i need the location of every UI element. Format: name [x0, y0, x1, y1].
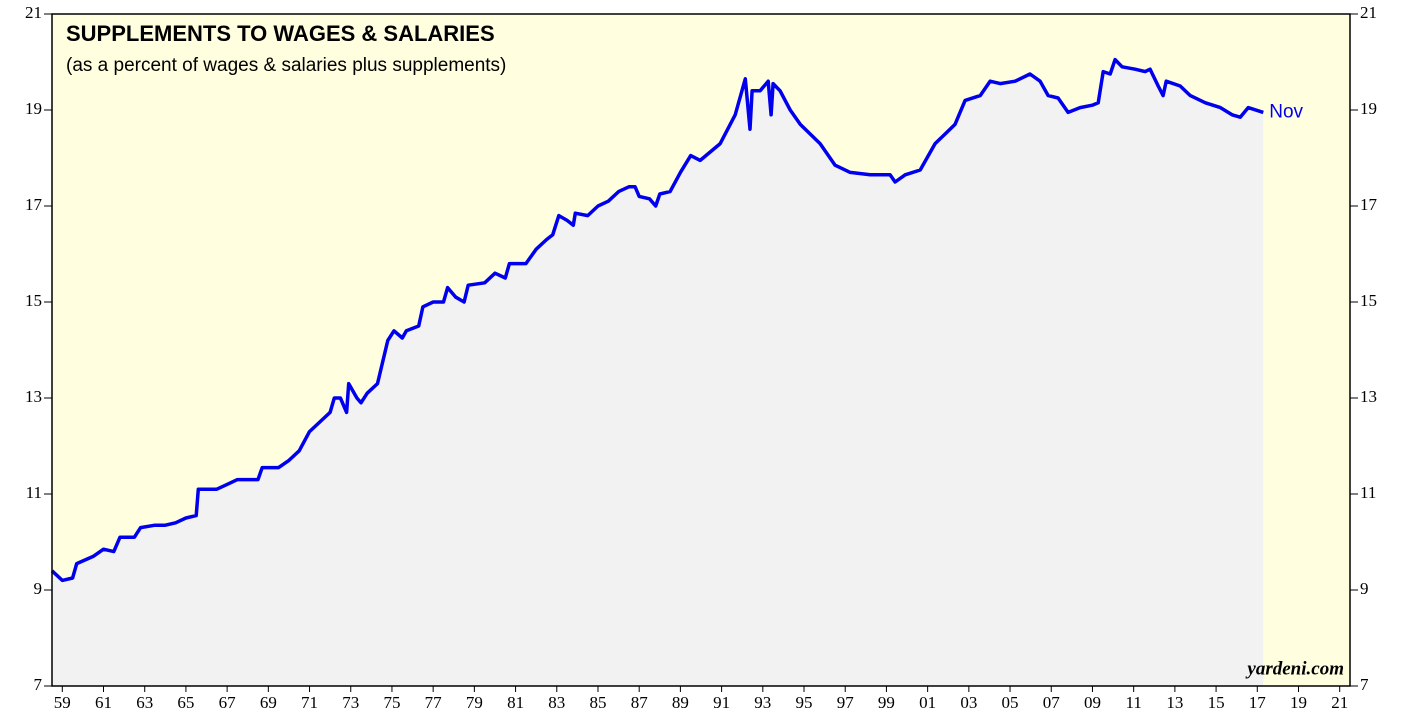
- x-tick-label: 13: [1166, 693, 1183, 712]
- y2-tick-label: 21: [1360, 3, 1377, 22]
- x-tick-label: 69: [260, 693, 277, 712]
- x-tick-label: 59: [54, 693, 71, 712]
- area-fill: [52, 59, 1264, 687]
- x-tick-label: 17: [1249, 693, 1267, 712]
- y-tick-label: 17: [25, 195, 43, 214]
- x-tick-label: 63: [136, 693, 153, 712]
- x-tick-label: 05: [1002, 693, 1019, 712]
- y-tick-label: 13: [25, 387, 42, 406]
- x-tick-label: 07: [1043, 693, 1061, 712]
- x-tick-label: 85: [589, 693, 606, 712]
- x-tick-label: 03: [960, 693, 977, 712]
- x-tick-label: 99: [878, 693, 895, 712]
- y-tick-label: 9: [34, 579, 43, 598]
- x-tick-label: 97: [837, 693, 855, 712]
- x-tick-label: 15: [1208, 693, 1225, 712]
- annotation: Nov: [1269, 101, 1303, 122]
- x-tick-label: 91: [713, 693, 730, 712]
- x-tick-label: 93: [754, 693, 771, 712]
- x-tick-label: 95: [796, 693, 813, 712]
- y-tick-label: 21: [25, 3, 42, 22]
- x-tick-label: 65: [177, 693, 194, 712]
- source: yardeni.com: [1245, 658, 1344, 679]
- y-tick-label: 19: [25, 99, 42, 118]
- chart-subtitle: (as a percent of wages & salaries plus s…: [66, 55, 506, 76]
- line: [50, 57, 1264, 583]
- x-tick-label: 11: [1125, 693, 1141, 712]
- y-tick-label: 11: [26, 483, 42, 502]
- y2-tick-label: 13: [1360, 387, 1377, 406]
- x-tick-label: 01: [919, 693, 936, 712]
- x-tick-label: 87: [631, 693, 649, 712]
- x-tick-label: 89: [672, 693, 689, 712]
- y-tick-label: 7: [34, 675, 43, 694]
- y2-tick-label: 7: [1360, 675, 1369, 694]
- x-tick-label: 75: [383, 693, 400, 712]
- x-tick-label: 71: [301, 693, 318, 712]
- x-tick-label: 81: [507, 693, 524, 712]
- x-tick-label: 77: [425, 693, 443, 712]
- x-tick-label: 73: [342, 693, 359, 712]
- y-tick-label: 15: [25, 291, 42, 310]
- y2-tick-label: 9: [1360, 579, 1369, 598]
- x-tick-label: 09: [1084, 693, 1101, 712]
- chart-title: SUPPLEMENTS TO WAGES & SALARIES: [66, 21, 495, 46]
- y2-tick-label: 17: [1360, 195, 1378, 214]
- y2-tick-label: 19: [1360, 99, 1377, 118]
- x-tick-label: 67: [219, 693, 237, 712]
- x-tick-label: 21: [1331, 693, 1348, 712]
- x-tick-label: 83: [548, 693, 565, 712]
- plot-frame: [51, 13, 1351, 687]
- x-tick-label: 19: [1290, 693, 1307, 712]
- x-tick-label: 79: [466, 693, 483, 712]
- x-tick-label: 61: [95, 693, 112, 712]
- y2-tick-label: 15: [1360, 291, 1377, 310]
- y2-tick-label: 11: [1360, 483, 1376, 502]
